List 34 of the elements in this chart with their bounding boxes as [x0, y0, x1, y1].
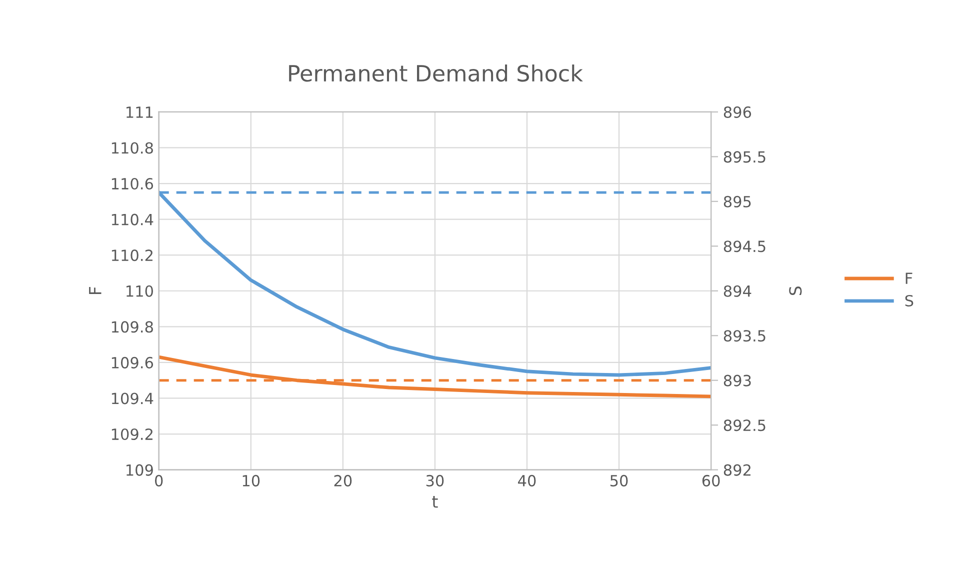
y-tick-label: 109 [126, 464, 153, 476]
x-tick-label: 60 [702, 474, 720, 486]
x-tick-label: 10 [242, 474, 260, 486]
y2-tick-label: 894.5 [724, 240, 766, 252]
legend-label: S [905, 294, 914, 307]
y2-tick-label: 892.5 [724, 420, 766, 432]
y-tick-label: 109.6 [112, 356, 154, 368]
y-tick-label: 109.4 [112, 392, 154, 404]
y2-tick-label: 893 [724, 374, 751, 386]
x-tick-label: 30 [426, 474, 444, 486]
y-tick-label: 111 [126, 106, 153, 118]
y2-tick-label: 893.5 [724, 330, 766, 342]
y2-tick-label: 895.5 [724, 151, 766, 163]
y2-tick-label: 895 [724, 196, 751, 208]
y-tick-label: 110.2 [112, 250, 152, 262]
x-tick-label: 40 [518, 474, 536, 486]
x-tick-label: 0 [155, 474, 163, 486]
x-axis-title: t [432, 496, 438, 508]
y-tick-label: 109.8 [112, 321, 153, 333]
y2-axis-title: S [789, 286, 802, 296]
y2-tick-label: 894 [724, 285, 752, 297]
y-tick-label: 110 [126, 285, 153, 297]
legend-label: F [906, 272, 912, 284]
chart-title: Permanent Demand Shock [289, 64, 583, 82]
x-tick-label: 50 [610, 474, 628, 486]
y2-tick-label: 896 [724, 106, 752, 118]
y-tick-label: 110.6 [112, 178, 154, 190]
y2-tick-label: 892 [724, 464, 750, 476]
y-axis-title: F [89, 287, 102, 294]
y-tick-label: 110.8 [112, 142, 153, 154]
y-tick-label: 109.2 [112, 428, 152, 440]
x-tick-label: 20 [334, 474, 352, 486]
y-tick-label: 110.4 [112, 214, 154, 226]
line-series [158, 355, 712, 398]
